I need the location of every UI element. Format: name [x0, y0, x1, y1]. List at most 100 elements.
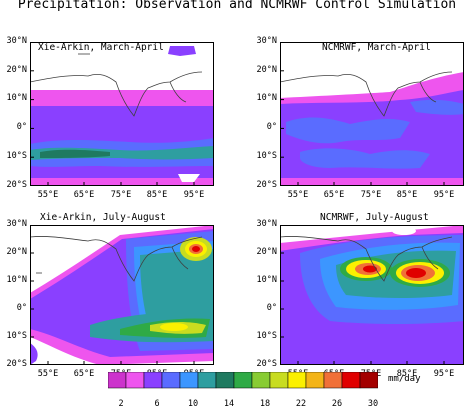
x-label: 65°E: [73, 190, 95, 200]
x-label: 85°E: [146, 190, 168, 200]
y-label: 20°N: [6, 247, 27, 257]
y-label: 0°: [266, 122, 277, 132]
colorbar-tick: 18: [259, 399, 271, 409]
y-label: 10°N: [6, 93, 27, 103]
colorbar-swatch: [197, 372, 217, 389]
colorbar-swatch: [108, 372, 127, 389]
y-label: 20°S: [6, 359, 27, 369]
x-label: 55°E: [37, 369, 59, 379]
y-label: 20°S: [6, 180, 27, 190]
map-frame: [30, 42, 214, 186]
colorbar-tick: 30: [367, 399, 379, 409]
y-label: 0°: [16, 122, 27, 132]
x-label: 55°E: [37, 190, 59, 200]
colorbar-swatch: [161, 372, 181, 389]
precip-fragment-south: [30, 343, 38, 365]
coastline-east: [419, 81, 437, 103]
y-label: 0°: [16, 303, 27, 313]
y-label: 20°N: [256, 247, 277, 257]
colorbar-swatch: [323, 372, 343, 389]
precip-blob-west-red: [363, 265, 377, 273]
x-label: 85°E: [396, 369, 418, 379]
x-label: 95°E: [433, 190, 455, 200]
map-ncmrwf-march-april: [280, 42, 464, 186]
y-label: 30°N: [6, 36, 27, 46]
colorbar: [108, 372, 378, 389]
x-label: 85°E: [396, 190, 418, 200]
y-ticks: [280, 42, 284, 186]
map-frame: [280, 225, 464, 365]
map-frame: [280, 42, 464, 186]
precip-hotspot-red: [192, 246, 200, 252]
colorbar-swatch: [287, 372, 307, 389]
x-ticks: [47, 182, 195, 186]
figure-title: Precipitation: Observation and NCMRWF Co…: [17, 0, 457, 12]
map-xie-arkin-july-august: [30, 225, 214, 365]
coastline-east: [421, 246, 439, 270]
colorbar-swatch: [251, 372, 271, 389]
x-ticks: [297, 182, 445, 186]
y-label: 0°: [266, 303, 277, 313]
y-ticks: [30, 225, 34, 365]
colorbar-tick: 6: [154, 399, 160, 409]
colorbar-swatch: [341, 372, 361, 389]
y-label: 10°S: [6, 151, 27, 161]
x-label: 65°E: [323, 190, 345, 200]
y-label: 20°S: [256, 180, 277, 190]
colorbar-swatch: [215, 372, 235, 389]
coastline-east: [171, 246, 189, 270]
x-ticks: [297, 361, 445, 365]
colorbar-tick: 2: [118, 399, 124, 409]
y-label: 20°N: [256, 65, 277, 75]
colorbar-swatch: [143, 372, 163, 389]
map-frame: [30, 225, 214, 365]
y-label: 30°N: [256, 36, 277, 46]
precip-blob-blue-1: [286, 117, 410, 144]
precip-band-south: [280, 178, 464, 186]
colorbar-swatch: [359, 372, 378, 389]
colorbar-tick: 22: [295, 399, 307, 409]
colorbar-tick: 10: [187, 399, 199, 409]
panel-title: NCMRWF, July-August: [320, 212, 429, 223]
panel-title: Xie-Arkin, March-April: [38, 42, 164, 53]
map-ncmrwf-july-august: [280, 225, 464, 365]
precip-blob-blue-3: [410, 99, 464, 115]
x-label: 95°E: [433, 369, 455, 379]
y-ticks: [30, 42, 34, 186]
colorbar-swatch: [179, 372, 199, 389]
x-label: 75°E: [110, 190, 132, 200]
x-label: 65°E: [73, 369, 95, 379]
y-label: 20°S: [256, 359, 277, 369]
y-label: 10°N: [256, 93, 277, 103]
x-label: 75°E: [360, 190, 382, 200]
precip-core-yellow: [160, 323, 188, 331]
panel-title: NCMRWF, March-April: [322, 42, 431, 53]
y-label: 10°N: [256, 275, 277, 285]
y-label: 10°S: [256, 331, 277, 341]
colorbar-units: mm/day: [388, 374, 421, 384]
precip-blob-east-red: [406, 268, 426, 278]
colorbar-swatch: [125, 372, 145, 389]
y-label: 10°S: [6, 331, 27, 341]
colorbar-swatch: [269, 372, 289, 389]
precip-blob-northeast: [168, 46, 196, 56]
x-label: 55°E: [287, 190, 309, 200]
y-label: 30°N: [6, 219, 27, 229]
y-label: 20°N: [6, 65, 27, 75]
colorbar-swatch: [233, 372, 253, 389]
colorbar-swatch: [305, 372, 325, 389]
panel-title: Xie-Arkin, July-August: [40, 212, 166, 223]
precip-gap-north: [392, 227, 416, 235]
x-label: 95°E: [183, 190, 205, 200]
map-xie-arkin-march-april: [30, 42, 214, 186]
y-ticks: [280, 225, 284, 365]
precip-core-green: [40, 149, 110, 158]
y-label: 10°N: [6, 275, 27, 285]
coastline-east: [169, 81, 187, 103]
colorbar-tick: 14: [223, 399, 235, 409]
y-label: 10°S: [256, 151, 277, 161]
colorbar-tick: 26: [331, 399, 343, 409]
precip-blob-blue-2: [300, 148, 430, 169]
precip-gap: [178, 174, 200, 182]
y-label: 30°N: [256, 219, 277, 229]
